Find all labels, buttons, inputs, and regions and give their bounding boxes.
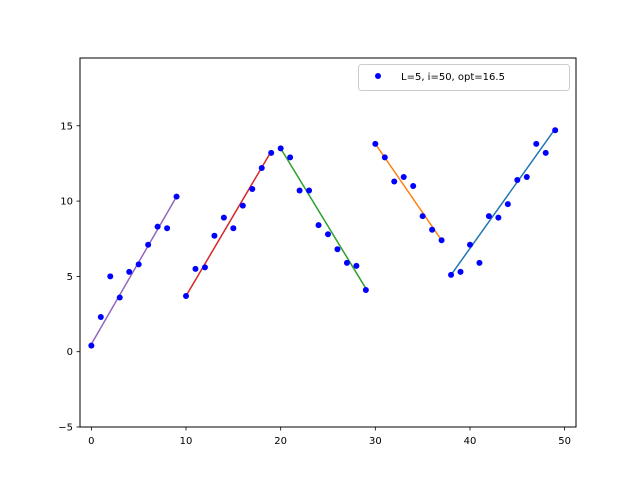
data-point (220, 214, 227, 221)
plot-frame (79, 57, 577, 428)
data-point (457, 268, 464, 275)
fit-line-2 (185, 150, 272, 297)
data-point (154, 223, 161, 230)
data-point (362, 286, 369, 293)
data-point (287, 154, 294, 161)
y-axis: −5 0 5 10 15 (58, 121, 80, 434)
data-point (268, 149, 275, 156)
data-point (381, 154, 388, 161)
data-point (504, 201, 511, 208)
data-point (116, 294, 123, 301)
y-tick-label: 10 (60, 197, 73, 208)
fit-line-5 (450, 128, 556, 276)
y-tick-label: 15 (60, 121, 73, 132)
data-point (419, 213, 426, 220)
x-tick-label: 40 (464, 436, 477, 447)
data-point (211, 232, 218, 239)
x-axis: 0 10 20 30 40 50 (88, 427, 571, 447)
data-point (429, 226, 436, 233)
data-point (135, 261, 142, 268)
x-tick-label: 10 (180, 436, 193, 447)
data-point (391, 178, 398, 185)
data-point (400, 173, 407, 180)
data-point (466, 241, 473, 248)
x-tick-label: 0 (88, 436, 94, 447)
data-point (239, 202, 246, 209)
data-point (88, 342, 95, 349)
data-point (201, 264, 208, 271)
data-point (343, 259, 350, 266)
data-points (88, 127, 559, 349)
data-point (495, 214, 502, 221)
data-point (514, 176, 521, 183)
plot-area (80, 58, 576, 427)
data-point (448, 271, 455, 278)
data-point (230, 225, 237, 232)
data-point (107, 273, 114, 280)
data-point (126, 268, 133, 275)
data-point (164, 225, 171, 232)
data-point (258, 164, 265, 171)
data-point (410, 183, 417, 190)
data-point (485, 213, 492, 220)
x-tick-label: 50 (558, 436, 571, 447)
data-point (192, 265, 199, 272)
data-point (353, 262, 360, 269)
legend-box (358, 64, 570, 91)
data-point (438, 237, 445, 244)
data-point (277, 145, 284, 152)
data-point (334, 246, 341, 253)
y-tick-label: −5 (58, 423, 73, 434)
data-point (542, 149, 549, 156)
data-point (523, 173, 530, 180)
data-point (306, 187, 313, 194)
data-point (315, 222, 322, 229)
data-point (325, 231, 331, 238)
data-point (249, 186, 256, 193)
fit-line-1 (90, 196, 178, 345)
data-point (296, 187, 303, 194)
y-tick-label: 0 (67, 347, 73, 358)
data-point (145, 241, 152, 248)
x-tick-label: 30 (369, 436, 382, 447)
legend-label: L=5, i=50, opt=16.5 (401, 72, 505, 83)
data-point (372, 140, 379, 147)
data-point (173, 193, 180, 200)
data-point (552, 127, 559, 134)
y-tick-label: 5 (67, 272, 73, 283)
data-point (476, 259, 483, 266)
legend: L=5, i=50, opt=16.5 (358, 64, 570, 91)
x-tick-label: 20 (274, 436, 287, 447)
legend-marker (375, 73, 381, 79)
fit-line-3 (280, 147, 367, 289)
data-point (533, 140, 540, 147)
data-point (183, 292, 190, 299)
data-point (97, 314, 104, 321)
